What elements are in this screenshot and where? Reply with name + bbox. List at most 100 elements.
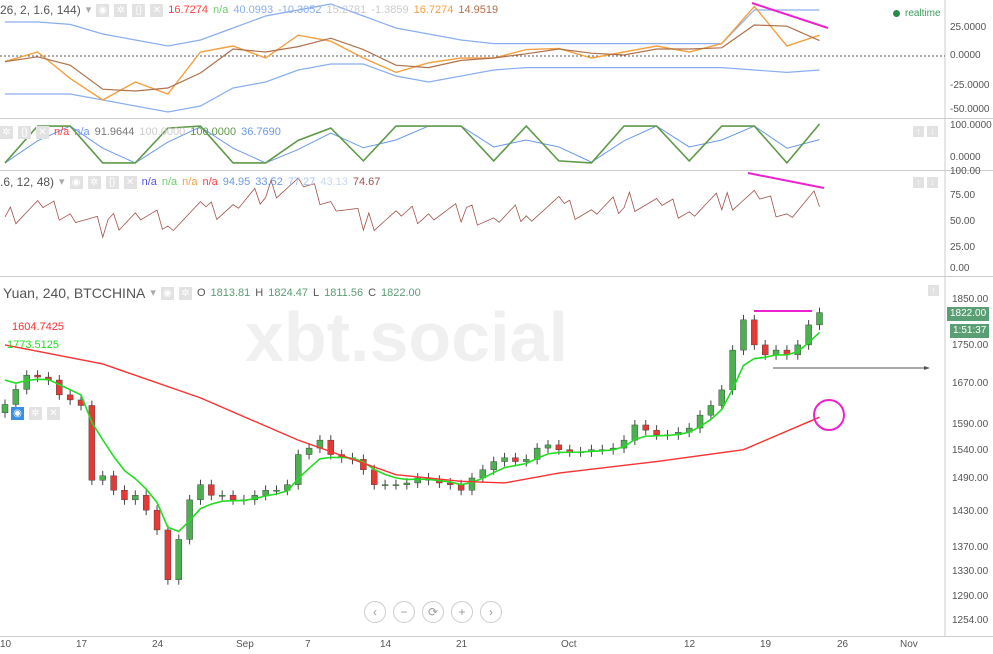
ohlc-key: C <box>368 286 377 299</box>
close-icon[interactable]: ✕ <box>47 407 60 420</box>
gear-icon[interactable]: ✲ <box>0 126 13 139</box>
reset-button[interactable]: ⟳ <box>422 601 444 623</box>
eye-icon[interactable]: ◉ <box>96 4 110 17</box>
scroll-left-button[interactable]: ‹ <box>364 601 386 623</box>
osc1-values: 16.7274 n/a 40.0993 -10.3052 15.2781 -1.3859 1… <box>168 4 503 17</box>
osc3-value: n/a <box>202 176 218 188</box>
divergence-line-osc1[interactable] <box>751 2 829 29</box>
candle <box>132 495 139 501</box>
time-tick: 21 <box>456 639 468 650</box>
candle <box>327 439 334 455</box>
candle <box>305 447 313 455</box>
osc3-tick: 75.00 <box>950 190 976 201</box>
osc1-tick: -50.0000 <box>950 104 990 115</box>
osc1-value: -10.3052 <box>278 4 322 16</box>
candle <box>544 444 552 449</box>
highlight-circle[interactable] <box>813 399 845 431</box>
chevron-down-icon[interactable]: ▾ <box>150 286 156 299</box>
close-icon[interactable]: ✕ <box>36 126 49 139</box>
time-tick: Oct <box>561 639 577 650</box>
osc1-legend: 26, 2, 1.6, 144) ▾ ◉ ✲ {} ✕ 16.7274 n/a 40… <box>0 4 503 17</box>
osc1-tick: -25.0000 <box>950 80 990 91</box>
gear-icon[interactable]: ✲ <box>87 176 101 189</box>
osc1-params: 26, 2, 1.6, 144) <box>0 3 81 17</box>
candle <box>403 482 411 485</box>
divergence-line-osc3[interactable] <box>747 172 825 189</box>
ma-green-line <box>4 331 821 533</box>
candle <box>164 529 172 580</box>
ohlc-key: H <box>255 286 264 299</box>
move-down-icon[interactable]: ↓ <box>927 177 938 188</box>
move-down-icon[interactable]: ↓ <box>927 126 938 137</box>
close-icon[interactable]: ✕ <box>123 176 137 189</box>
countdown-tag: 1:51:37 <box>950 324 990 338</box>
arrow-head-icon <box>924 366 930 370</box>
ohlc-value: 1811.56 <box>324 286 364 299</box>
osc2-value: n/a <box>54 126 70 138</box>
candle <box>229 495 237 501</box>
time-tick: 17 <box>76 639 88 650</box>
source-code-icon[interactable]: {} <box>132 4 146 17</box>
osc1-upper-band <box>5 3 820 47</box>
price-tick: 1850.00 <box>952 294 989 305</box>
time-tick: 26 <box>837 639 849 650</box>
candle <box>12 389 20 405</box>
status-dot-icon <box>893 10 900 17</box>
price-tick: 1290.00 <box>952 591 989 603</box>
candle <box>533 447 541 460</box>
scroll-right-button[interactable]: › <box>480 601 502 623</box>
close-icon[interactable]: ✕ <box>150 4 164 17</box>
candle <box>88 405 96 481</box>
candle <box>414 477 421 484</box>
pane-separator[interactable] <box>0 170 993 171</box>
source-code-icon[interactable]: {} <box>105 176 119 189</box>
time-tick: 12 <box>684 639 696 650</box>
osc1-slow-line <box>4 24 820 92</box>
time-axis-border <box>0 636 993 637</box>
osc3-line <box>4 177 820 239</box>
move-up-icon[interactable]: ↑ <box>913 177 924 188</box>
candle <box>218 495 226 497</box>
series-controls: ◉ ✲ ✕ <box>11 407 60 420</box>
move-up-icon[interactable]: ↑ <box>928 285 939 296</box>
candle <box>121 490 128 501</box>
gear-icon[interactable]: ✲ <box>29 407 42 420</box>
candle <box>197 484 204 501</box>
source-code-icon[interactable]: {} <box>18 126 31 139</box>
time-tick: 19 <box>760 639 772 650</box>
price-tick: 1330.00 <box>952 566 989 578</box>
zoom-in-button[interactable]: + <box>451 601 473 623</box>
ohlc-value: 1813.81 <box>210 286 251 299</box>
symbol-title[interactable]: Yuan, 240, BTCCHINA <box>3 285 146 301</box>
move-up-icon[interactable]: ↑ <box>913 126 924 137</box>
osc1-value: 40.0993 <box>233 4 274 16</box>
osc3-value: n/a <box>182 176 198 188</box>
zoom-out-button[interactable]: − <box>393 601 415 623</box>
time-tick: 24 <box>152 639 164 650</box>
ohlc-key: L <box>312 286 320 299</box>
candle <box>718 389 725 406</box>
osc3-params: .6, 12, 48) <box>0 175 55 189</box>
price-tick: 1540.00 <box>952 445 989 457</box>
candle <box>153 509 161 531</box>
candle <box>110 475 117 491</box>
candle <box>1 404 9 413</box>
eye-icon[interactable]: ◉ <box>11 407 24 420</box>
candle <box>555 444 563 450</box>
eye-icon[interactable]: ◉ <box>69 176 83 189</box>
pane-separator[interactable] <box>0 118 993 119</box>
osc1-value: 16.7274 <box>168 4 209 16</box>
chevron-down-icon[interactable]: ▾ <box>85 4 92 16</box>
gear-icon[interactable]: ✲ <box>178 286 192 300</box>
chevron-down-icon[interactable]: ▾ <box>59 176 65 188</box>
osc1-value: 14.9519 <box>458 4 499 16</box>
eye-icon[interactable]: ◉ <box>160 286 174 300</box>
candle <box>816 312 823 326</box>
gear-icon[interactable]: ✲ <box>114 4 128 17</box>
candle <box>762 344 769 356</box>
price-tick: 1670.00 <box>952 378 989 390</box>
price-tick: 1750.00 <box>952 339 989 351</box>
pane-separator[interactable] <box>0 276 993 277</box>
candle <box>642 424 649 431</box>
